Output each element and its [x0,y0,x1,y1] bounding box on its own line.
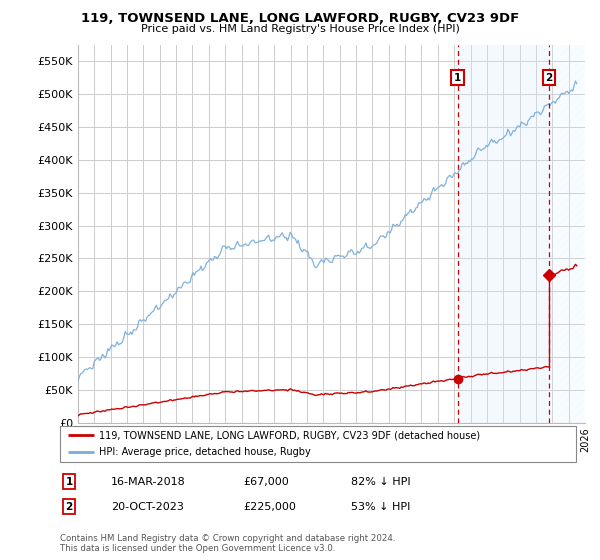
Text: £67,000: £67,000 [243,477,289,487]
Text: 1: 1 [454,73,461,83]
Bar [549,45,585,423]
Text: HPI: Average price, detached house, Rugby: HPI: Average price, detached house, Rugb… [98,447,310,457]
Bar [458,45,549,423]
Text: 82% ↓ HPI: 82% ↓ HPI [351,477,410,487]
Text: 16-MAR-2018: 16-MAR-2018 [111,477,186,487]
Text: 53% ↓ HPI: 53% ↓ HPI [351,502,410,512]
Text: 2: 2 [545,73,553,83]
Text: 119, TOWNSEND LANE, LONG LAWFORD, RUGBY, CV23 9DF (detached house): 119, TOWNSEND LANE, LONG LAWFORD, RUGBY,… [98,431,480,440]
Text: 119, TOWNSEND LANE, LONG LAWFORD, RUGBY, CV23 9DF: 119, TOWNSEND LANE, LONG LAWFORD, RUGBY,… [81,12,519,25]
Text: Contains HM Land Registry data © Crown copyright and database right 2024.
This d: Contains HM Land Registry data © Crown c… [60,534,395,553]
Text: Price paid vs. HM Land Registry's House Price Index (HPI): Price paid vs. HM Land Registry's House … [140,24,460,34]
FancyBboxPatch shape [60,426,576,462]
Text: 2: 2 [65,502,73,512]
Text: 1: 1 [65,477,73,487]
Text: 20-OCT-2023: 20-OCT-2023 [111,502,184,512]
Text: £225,000: £225,000 [243,502,296,512]
